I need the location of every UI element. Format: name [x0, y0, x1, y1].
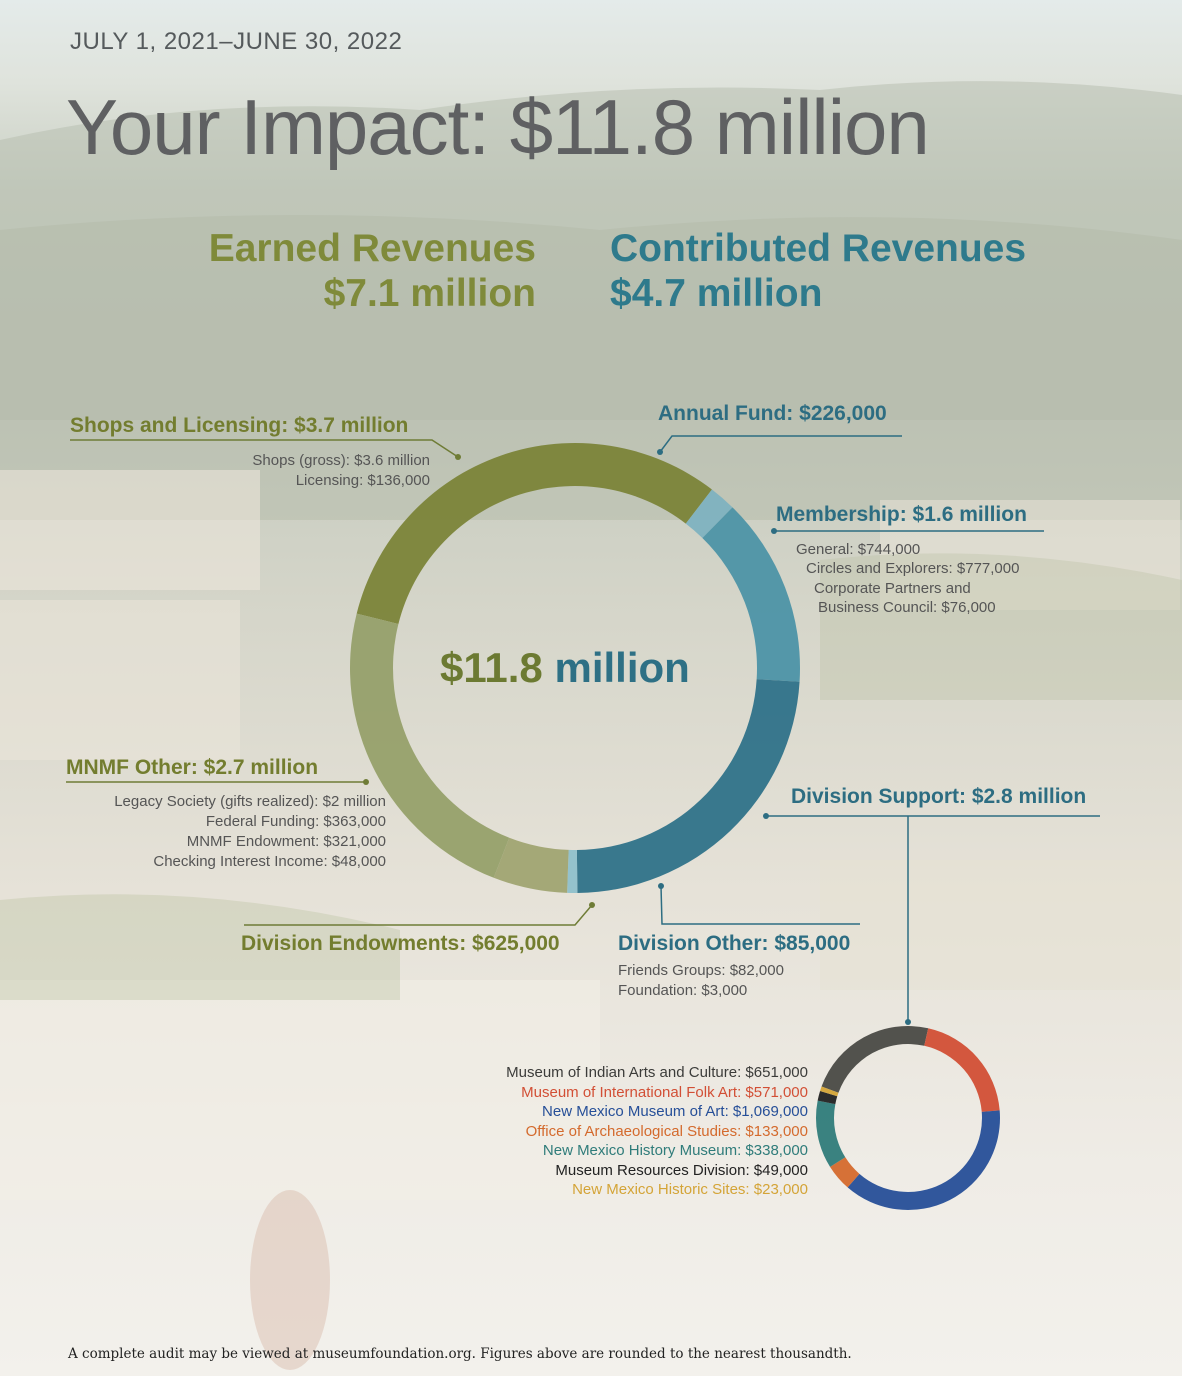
page-title: Your Impact: $11.8 million: [66, 83, 930, 171]
detail-mnmf-endowment: MNMF Endowment: $321,000: [186, 833, 386, 850]
detail-legacy-society: Legacy Society (gifts realized): $2 mill…: [114, 793, 386, 810]
division-legend: Museum of Indian Arts and Culture: $651,…: [506, 1063, 808, 1200]
details-shops-licensing: Shops (gross): $3.6 million Licensing: $…: [252, 451, 430, 491]
dot-endowments: [589, 902, 595, 908]
detail-checking-interest: Checking Interest Income: $48,000: [153, 853, 386, 870]
legend-nmmoa: New Mexico Museum of Art: $1,069,000: [542, 1103, 808, 1120]
detail-membership-general: General: $744,000: [796, 541, 921, 558]
main-slice-division-support: [576, 679, 800, 893]
main-slice-mnmf-other: [350, 613, 510, 878]
label-division-endowments: Division Endowments: $625,000: [241, 932, 560, 955]
label-membership: Membership: $1.6 million: [776, 503, 1027, 526]
legend-nmhs: New Mexico Historic Sites: $23,000: [572, 1181, 808, 1198]
division-slice-museum-of-international-folk-art: [924, 1028, 1000, 1112]
connector-endowments: [244, 904, 593, 926]
legend-mrd: Museum Resources Division: $49,000: [555, 1161, 808, 1179]
earned-revenues-title: Earned Revenues: [208, 227, 536, 270]
connector-annual-fund: [659, 435, 902, 453]
division-slice-museum-resources-division: [817, 1090, 838, 1105]
dot-membership: [771, 528, 777, 534]
donut-center-total: $11.8 million: [440, 644, 690, 691]
detail-licensing: Licensing: $136,000: [295, 472, 430, 489]
detail-foundation: Foundation: $3,000: [618, 982, 748, 999]
contributed-revenues-value: $4.7 million: [610, 272, 823, 315]
main-slice-division-other: [567, 849, 578, 894]
division-slice-new-mexico-historic-sites: [820, 1086, 839, 1097]
dot-mnmf: [363, 779, 369, 785]
detail-membership-circles: Circles and Explorers: $777,000: [806, 560, 1020, 577]
main-slice-shops-and-licensing: [356, 442, 712, 624]
earned-revenues-value: $7.1 million: [323, 272, 536, 315]
dot-shops: [455, 454, 461, 460]
legend-nmhm: New Mexico History Museum: $338,000: [542, 1142, 808, 1159]
dot-division-other: [658, 883, 664, 889]
report-period: JULY 1, 2021–JUNE 30, 2022: [70, 28, 403, 55]
footnote: A complete audit may be viewed at museum…: [68, 1346, 852, 1362]
main-slice-division-endowments: [493, 837, 569, 893]
division-slice-new-mexico-history-museum: [816, 1100, 846, 1167]
detail-membership-business: Business Council: $76,000: [818, 599, 996, 616]
contributed-revenues-title: Contributed Revenues: [610, 227, 1027, 270]
legend-moifa: Museum of International Folk Art: $571,0…: [521, 1083, 808, 1101]
legend-oas: Office of Archaeological Studies: $133,0…: [525, 1122, 808, 1140]
dot-support-end: [905, 1019, 911, 1025]
division-slice-new-mexico-museum-of-art: [847, 1110, 1000, 1210]
detail-membership-corporate: Corporate Partners and: [814, 580, 971, 597]
detail-federal-funding: Federal Funding: $363,000: [205, 813, 386, 830]
connector-division-other: [660, 885, 860, 925]
division-slice-office-of-archaeological-studies: [830, 1157, 860, 1188]
detail-shops-gross: Shops (gross): $3.6 million: [252, 452, 430, 469]
label-mnmf-other: MNMF Other: $2.7 million: [66, 756, 319, 779]
detail-friends-groups: Friends Groups: $82,000: [618, 962, 784, 979]
label-division-other: Division Other: $85,000: [618, 932, 851, 955]
details-division-other: Friends Groups: $82,000 Foundation: $3,0…: [618, 961, 784, 1001]
dot-division-support: [763, 813, 769, 819]
details-mnmf-other: Legacy Society (gifts realized): $2 mill…: [114, 792, 386, 872]
main-slice-annual-fund: [685, 489, 733, 539]
label-shops-licensing: Shops and Licensing: $3.7 million: [70, 414, 409, 437]
label-annual-fund: Annual Fund: $226,000: [658, 402, 887, 425]
earned-revenues-block: Earned Revenues $7.1 million: [209, 226, 536, 316]
connector-shops: [70, 439, 459, 458]
dot-annual-fund: [657, 449, 663, 455]
division-slice-museum-of-indian-arts-and-culture: [821, 1026, 929, 1093]
main-slice-membership: [702, 507, 800, 682]
contributed-revenues-block: Contributed Revenues $4.7 million: [610, 226, 1026, 316]
legend-miac: Museum of Indian Arts and Culture: $651,…: [506, 1064, 808, 1081]
label-division-support: Division Support: $2.8 million: [791, 785, 1087, 808]
